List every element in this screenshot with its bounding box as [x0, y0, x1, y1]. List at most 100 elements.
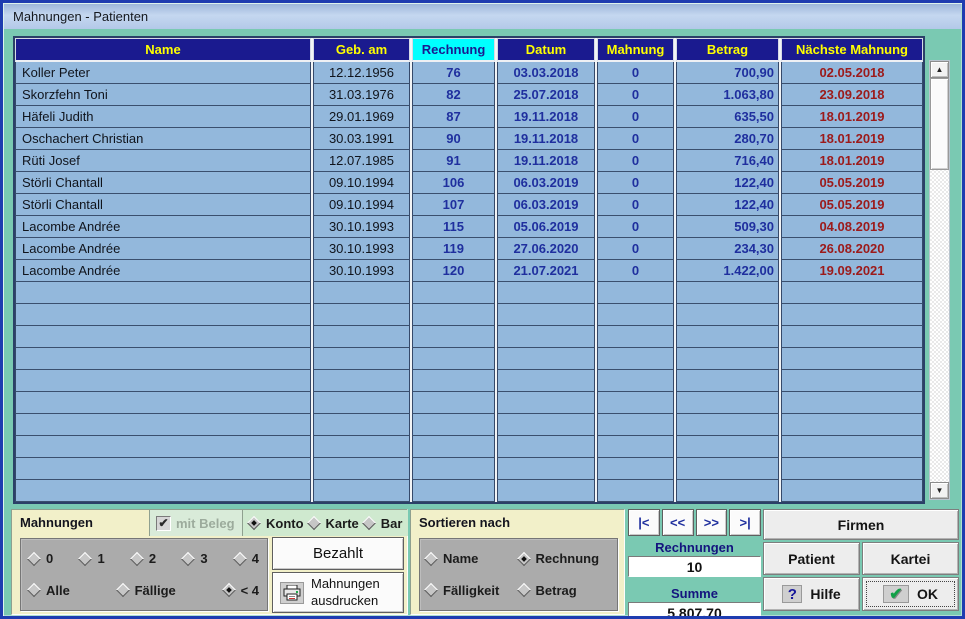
- table-cell[interactable]: 18.01.2019: [781, 106, 923, 128]
- prev-record-button[interactable]: <<: [661, 509, 694, 536]
- table-cell[interactable]: Lacombe Andrée: [15, 238, 311, 260]
- table-cell[interactable]: 0: [597, 238, 674, 260]
- table-cell[interactable]: 30.03.1991: [313, 128, 410, 150]
- table-cell[interactable]: 19.11.2018: [497, 128, 595, 150]
- radio-name[interactable]: Name: [423, 551, 519, 566]
- table-cell[interactable]: Störli Chantall: [15, 172, 311, 194]
- mit-beleg-checkbox[interactable]: ✔: [156, 515, 171, 531]
- table-cell[interactable]: 716,40: [676, 150, 779, 172]
- column-header[interactable]: Rechnung: [412, 38, 495, 62]
- table-cell[interactable]: 31.03.1976: [313, 84, 410, 106]
- table-cell[interactable]: 91: [412, 150, 495, 172]
- table-cell[interactable]: 122,40: [676, 194, 779, 216]
- table-cell[interactable]: Koller Peter: [15, 62, 311, 84]
- table-cell[interactable]: 26.08.2020: [781, 238, 923, 260]
- table-cell[interactable]: 02.05.2018: [781, 62, 923, 84]
- table-cell[interactable]: 119: [412, 238, 495, 260]
- scroll-up-button[interactable]: ▲: [930, 61, 949, 78]
- kartei-button[interactable]: Kartei: [862, 542, 959, 575]
- hilfe-button[interactable]: ? Hilfe: [763, 577, 860, 611]
- scrollbar-thumb[interactable]: [930, 78, 949, 170]
- table-cell[interactable]: 19.09.2021: [781, 260, 923, 282]
- table-cell[interactable]: 120: [412, 260, 495, 282]
- table-cell[interactable]: 21.07.2021: [497, 260, 595, 282]
- column-header[interactable]: Datum: [497, 38, 595, 62]
- table-cell[interactable]: 1.422,00: [676, 260, 779, 282]
- table-cell[interactable]: 115: [412, 216, 495, 238]
- scroll-down-button[interactable]: ▼: [930, 482, 949, 499]
- table-cell[interactable]: 05.05.2019: [781, 194, 923, 216]
- radio-fälligkeit[interactable]: Fälligkeit: [423, 583, 519, 598]
- table-cell[interactable]: 29.01.1969: [313, 106, 410, 128]
- table-cell[interactable]: 23.09.2018: [781, 84, 923, 106]
- summe-value-field[interactable]: [628, 602, 761, 616]
- patient-button[interactable]: Patient: [763, 542, 860, 575]
- table-cell[interactable]: 12.07.1985: [313, 150, 410, 172]
- radio-alle[interactable]: Alle: [26, 583, 70, 598]
- table-cell[interactable]: 0: [597, 128, 674, 150]
- table-cell[interactable]: Störli Chantall: [15, 194, 311, 216]
- table-cell[interactable]: 0: [597, 150, 674, 172]
- radio-betrag[interactable]: Betrag: [516, 583, 612, 598]
- radio-4[interactable]: < 4: [221, 583, 259, 598]
- radio-4[interactable]: 4: [232, 551, 259, 566]
- bezahlt-button[interactable]: Bezahlt: [272, 537, 404, 570]
- table-cell[interactable]: Lacombe Andrée: [15, 260, 311, 282]
- table-cell[interactable]: Skorzfehn Toni: [15, 84, 311, 106]
- radio-konto[interactable]: Konto: [246, 516, 304, 531]
- ok-button[interactable]: ✔ OK: [862, 577, 959, 611]
- last-record-button[interactable]: >|: [729, 509, 761, 536]
- column-header[interactable]: Name: [15, 38, 311, 62]
- radio-rechnung[interactable]: Rechnung: [516, 551, 612, 566]
- table-cell[interactable]: 90: [412, 128, 495, 150]
- table-cell[interactable]: 700,90: [676, 62, 779, 84]
- table-cell[interactable]: 30.10.1993: [313, 260, 410, 282]
- table-cell[interactable]: Rüti Josef: [15, 150, 311, 172]
- table-cell[interactable]: 0: [597, 172, 674, 194]
- table-cell[interactable]: 06.03.2019: [497, 194, 595, 216]
- radio-2[interactable]: 2: [129, 551, 156, 566]
- table-cell[interactable]: 12.12.1956: [313, 62, 410, 84]
- table-scrollbar[interactable]: ▲ ▼: [929, 60, 950, 500]
- table-cell[interactable]: 09.10.1994: [313, 194, 410, 216]
- next-record-button[interactable]: >>: [695, 509, 728, 536]
- table-cell[interactable]: Lacombe Andrée: [15, 216, 311, 238]
- table-cell[interactable]: 30.10.1993: [313, 216, 410, 238]
- column-header[interactable]: Mahnung: [597, 38, 674, 62]
- table-cell[interactable]: 1.063,80: [676, 84, 779, 106]
- table-cell[interactable]: 82: [412, 84, 495, 106]
- radio-fällige[interactable]: Fällige: [115, 583, 176, 598]
- table-cell[interactable]: 87: [412, 106, 495, 128]
- table-cell[interactable]: 0: [597, 216, 674, 238]
- table-cell[interactable]: 04.08.2019: [781, 216, 923, 238]
- table-cell[interactable]: 0: [597, 106, 674, 128]
- table-cell[interactable]: 18.01.2019: [781, 128, 923, 150]
- radio-0[interactable]: 0: [26, 551, 53, 566]
- radio-3[interactable]: 3: [181, 551, 208, 566]
- table-cell[interactable]: 635,50: [676, 106, 779, 128]
- column-header[interactable]: Betrag: [676, 38, 779, 62]
- table-cell[interactable]: 19.11.2018: [497, 106, 595, 128]
- radio-1[interactable]: 1: [78, 551, 105, 566]
- table-cell[interactable]: 25.07.2018: [497, 84, 595, 106]
- table-cell[interactable]: 107: [412, 194, 495, 216]
- table-cell[interactable]: Oschachert Christian: [15, 128, 311, 150]
- table-cell[interactable]: 05.05.2019: [781, 172, 923, 194]
- table-cell[interactable]: 0: [597, 84, 674, 106]
- firmen-button[interactable]: Firmen: [763, 509, 959, 540]
- table-cell[interactable]: 09.10.1994: [313, 172, 410, 194]
- table-cell[interactable]: 27.06.2020: [497, 238, 595, 260]
- radio-karte[interactable]: Karte: [306, 516, 359, 531]
- table-cell[interactable]: Häfeli Judith: [15, 106, 311, 128]
- table-cell[interactable]: 0: [597, 62, 674, 84]
- rechnungen-count-field[interactable]: [628, 556, 761, 577]
- table-cell[interactable]: 280,70: [676, 128, 779, 150]
- radio-bar[interactable]: Bar: [361, 516, 402, 531]
- table-cell[interactable]: 509,30: [676, 216, 779, 238]
- table-cell[interactable]: 76: [412, 62, 495, 84]
- table-cell[interactable]: 106: [412, 172, 495, 194]
- table-cell[interactable]: 19.11.2018: [497, 150, 595, 172]
- table-cell[interactable]: 30.10.1993: [313, 238, 410, 260]
- table-cell[interactable]: 03.03.2018: [497, 62, 595, 84]
- first-record-button[interactable]: |<: [628, 509, 660, 536]
